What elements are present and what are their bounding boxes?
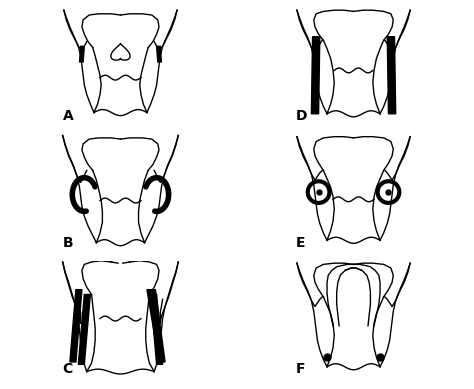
Polygon shape	[387, 37, 396, 114]
Text: F: F	[296, 363, 305, 377]
Text: C: C	[63, 363, 73, 377]
Polygon shape	[156, 46, 162, 62]
Polygon shape	[147, 290, 165, 362]
Polygon shape	[80, 46, 84, 62]
Polygon shape	[70, 290, 82, 362]
Polygon shape	[151, 294, 163, 364]
Text: D: D	[296, 109, 307, 123]
Polygon shape	[78, 294, 91, 364]
Polygon shape	[311, 37, 320, 114]
Text: B: B	[63, 236, 73, 250]
Text: A: A	[63, 109, 73, 123]
Text: E: E	[296, 236, 305, 250]
